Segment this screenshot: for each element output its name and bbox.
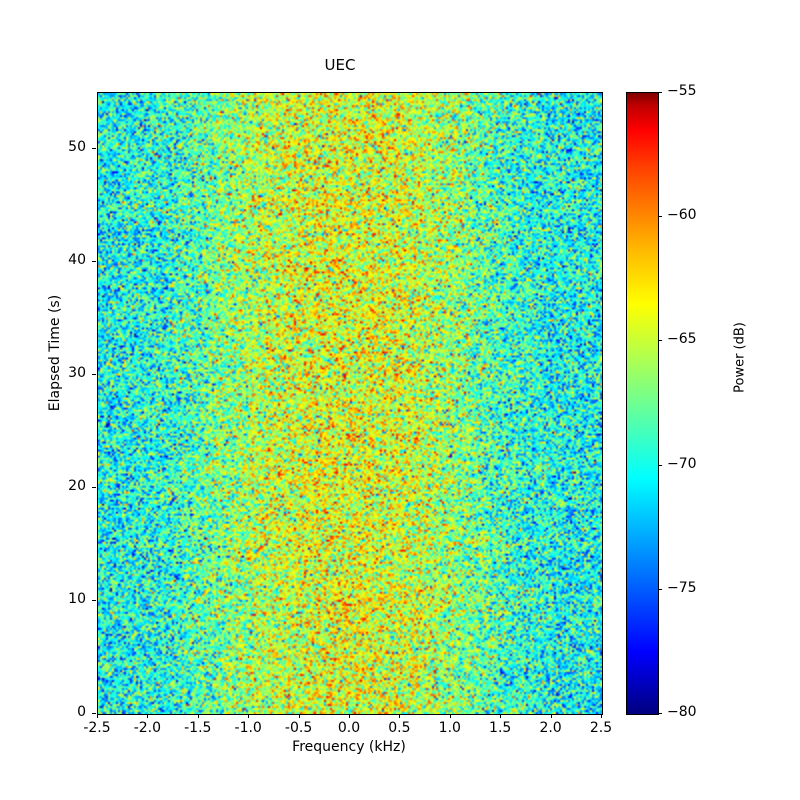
x-tick-mark (298, 714, 300, 718)
colorbar-tick-mark (658, 588, 662, 590)
y-tick-mark (92, 374, 96, 376)
x-tick-label: 2.5 (589, 720, 613, 736)
y-tick-mark (92, 148, 96, 150)
colorbar-tick-label: −65 (667, 331, 697, 348)
y-tick-mark (92, 487, 96, 489)
y-tick-label: 20 (68, 478, 86, 495)
x-tick-label: 0.5 (388, 720, 411, 736)
x-tick-mark (97, 714, 98, 718)
x-tick-label: -0.5 (284, 720, 313, 736)
colorbar-tick-label: −75 (667, 579, 697, 596)
colorbar-gradient (627, 93, 658, 714)
colorbar-tick-label: −55 (667, 83, 697, 99)
x-tick-label: 1.0 (438, 720, 461, 736)
colorbar-tick-mark (658, 713, 662, 714)
y-tick-label: 40 (68, 252, 86, 269)
x-tick-label: -2.0 (133, 720, 162, 736)
x-tick-mark (500, 714, 502, 718)
colorbar-tick-mark (658, 92, 662, 93)
y-tick-label: 0 (77, 704, 86, 720)
colorbar-tick-mark (658, 464, 662, 466)
title-line-station: UEC (324, 56, 356, 74)
colorbar-label: Power (dB) (732, 322, 748, 393)
x-tick-mark (349, 714, 350, 718)
y-tick-label: 50 (68, 139, 86, 156)
colorbar-tick-label: −60 (667, 207, 697, 224)
y-tick-label: 10 (68, 591, 86, 608)
x-tick-mark (248, 714, 250, 718)
x-tick-label: -1.5 (184, 720, 212, 736)
x-tick-label: -1.0 (234, 720, 262, 736)
x-tick-mark (399, 714, 401, 718)
colorbar-tick-mark (658, 216, 662, 218)
y-tick-mark (92, 600, 96, 602)
x-tick-label: -2.5 (83, 720, 111, 736)
x-tick-mark (147, 714, 149, 718)
spectrogram-plot-area (97, 92, 603, 715)
y-tick-mark (92, 261, 96, 263)
x-tick-label: 2.0 (539, 720, 562, 736)
y-tick-label: 30 (68, 365, 86, 382)
x-tick-label: 1.5 (489, 720, 512, 736)
x-axis-label: Frequency (kHz) (292, 739, 406, 755)
colorbar-tick-label: −70 (667, 455, 697, 472)
colorbar-tick-label: −80 (667, 704, 697, 720)
y-tick-mark (92, 713, 96, 714)
colorbar (626, 92, 659, 715)
colorbar-tick-mark (658, 340, 662, 342)
x-tick-mark (197, 714, 199, 718)
y-axis-label: Elapsed Time (s) (47, 294, 63, 412)
x-tick-mark (449, 714, 451, 718)
x-tick-mark (550, 714, 552, 718)
spectrogram-image (98, 93, 602, 714)
x-tick-mark (601, 714, 602, 718)
x-tick-label: 0.0 (337, 720, 361, 736)
